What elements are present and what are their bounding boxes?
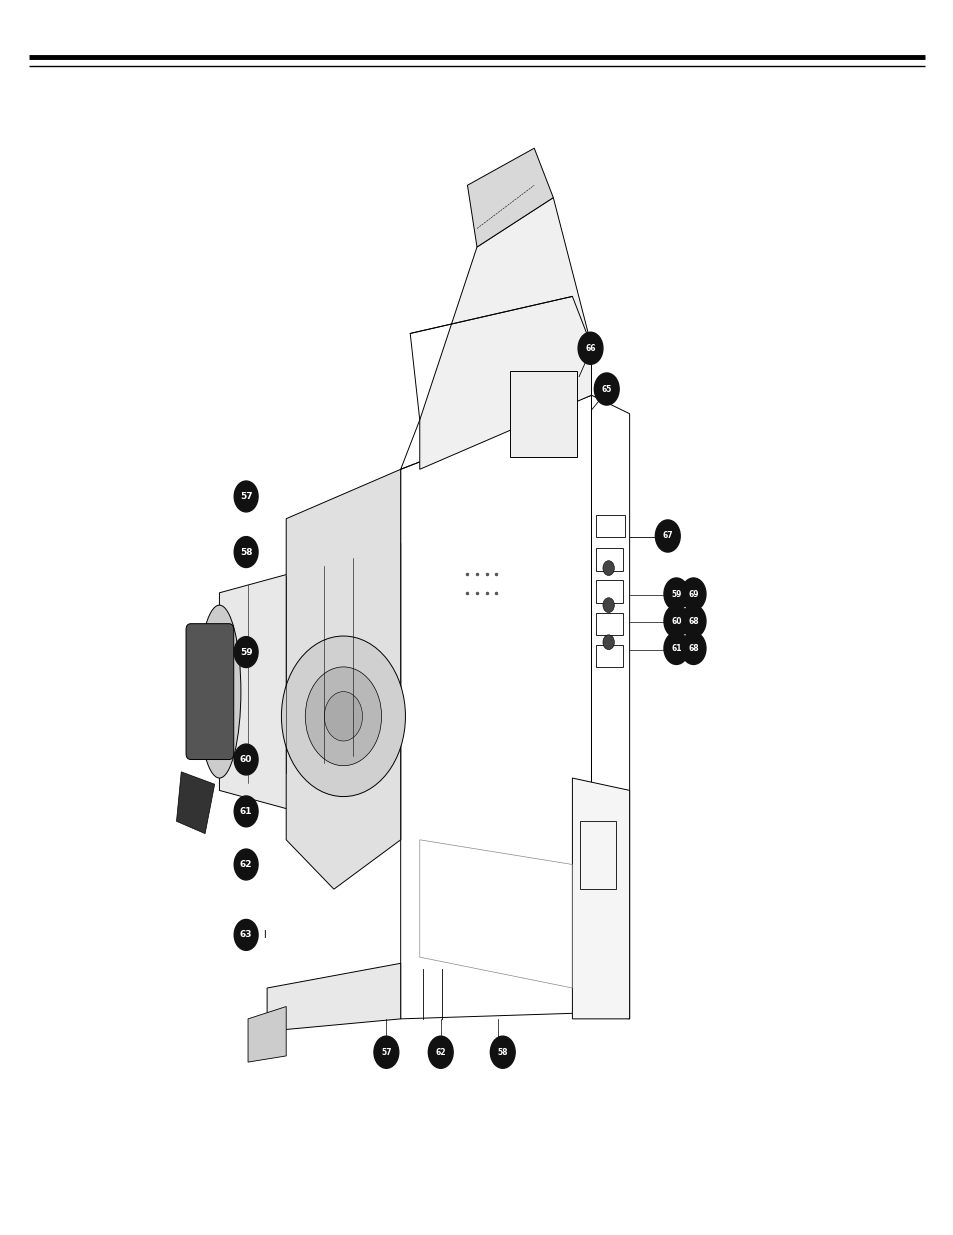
Circle shape bbox=[428, 1036, 453, 1068]
Polygon shape bbox=[419, 198, 591, 469]
Text: 66: 66 bbox=[584, 343, 596, 353]
Text: 65: 65 bbox=[601, 384, 611, 394]
Polygon shape bbox=[248, 1007, 286, 1062]
Polygon shape bbox=[176, 772, 214, 834]
Circle shape bbox=[233, 797, 257, 827]
Circle shape bbox=[578, 332, 602, 364]
Circle shape bbox=[305, 667, 381, 766]
Polygon shape bbox=[467, 148, 553, 247]
Text: 62: 62 bbox=[239, 860, 253, 869]
Circle shape bbox=[602, 561, 614, 576]
Circle shape bbox=[680, 605, 705, 637]
Text: l: l bbox=[263, 930, 266, 940]
Ellipse shape bbox=[206, 636, 233, 747]
Text: 57: 57 bbox=[239, 492, 253, 501]
Circle shape bbox=[663, 605, 688, 637]
Circle shape bbox=[281, 636, 405, 797]
Text: 68: 68 bbox=[687, 616, 699, 626]
Text: 60: 60 bbox=[240, 755, 252, 764]
Text: 59: 59 bbox=[671, 589, 680, 599]
Circle shape bbox=[490, 1036, 515, 1068]
Circle shape bbox=[680, 632, 705, 664]
Circle shape bbox=[655, 520, 679, 552]
Polygon shape bbox=[572, 778, 629, 1019]
Polygon shape bbox=[267, 963, 400, 1031]
Text: 68: 68 bbox=[687, 643, 699, 653]
Circle shape bbox=[374, 1036, 398, 1068]
Circle shape bbox=[233, 536, 257, 568]
Text: 63: 63 bbox=[239, 930, 253, 940]
Circle shape bbox=[233, 482, 257, 513]
Text: 69: 69 bbox=[687, 589, 699, 599]
FancyBboxPatch shape bbox=[186, 624, 233, 760]
Text: 67: 67 bbox=[661, 531, 673, 541]
Text: 61: 61 bbox=[670, 643, 681, 653]
Text: 61: 61 bbox=[239, 806, 253, 816]
Text: 60: 60 bbox=[670, 616, 681, 626]
Ellipse shape bbox=[198, 605, 240, 778]
Text: 59: 59 bbox=[239, 647, 253, 657]
Polygon shape bbox=[219, 543, 400, 840]
Circle shape bbox=[602, 598, 614, 613]
Circle shape bbox=[602, 635, 614, 650]
Text: 58: 58 bbox=[497, 1047, 508, 1057]
Circle shape bbox=[663, 632, 688, 664]
Text: 62: 62 bbox=[435, 1047, 446, 1057]
Polygon shape bbox=[286, 469, 400, 889]
Text: 57: 57 bbox=[380, 1047, 392, 1057]
Circle shape bbox=[594, 373, 618, 405]
Circle shape bbox=[663, 578, 688, 610]
Circle shape bbox=[233, 850, 257, 879]
Circle shape bbox=[233, 743, 257, 776]
Circle shape bbox=[324, 692, 362, 741]
Circle shape bbox=[233, 637, 257, 667]
Text: 58: 58 bbox=[239, 547, 253, 557]
Circle shape bbox=[233, 919, 257, 951]
Circle shape bbox=[680, 578, 705, 610]
FancyBboxPatch shape bbox=[510, 370, 577, 457]
